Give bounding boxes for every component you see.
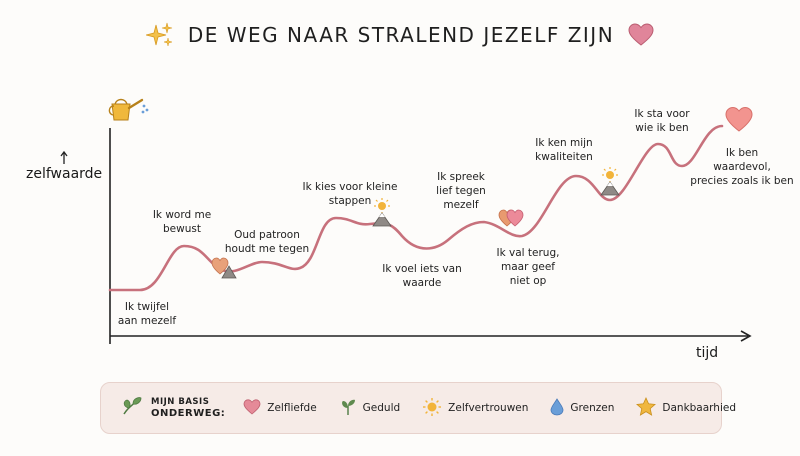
star-icon <box>636 397 657 419</box>
legend-title: MIJN BASIS ONDERWEG: <box>151 397 226 419</box>
heart-icon <box>725 106 753 132</box>
legend-label: Dankbaarhied <box>662 402 737 414</box>
legend-label: Grenzen <box>570 402 615 414</box>
legend-label: Zelfliefde <box>267 402 317 414</box>
milestone-label: Ik twijfel aan mezelf <box>117 301 177 327</box>
milestone-label: Ik sta voor wie ik ben <box>634 108 690 134</box>
milestone-label: Ik voel iets van waarde <box>382 263 462 289</box>
watering-can-icon <box>108 98 149 121</box>
y-axis-label: zelfwaarde <box>26 166 103 182</box>
legend-item-grenzen: Grenzen <box>550 397 615 419</box>
legend-label: Zelfvertrouwen <box>448 402 529 414</box>
sprout-icon <box>121 395 143 421</box>
water-drop-icon <box>550 397 564 419</box>
legend-item-zelfliefde: Zelfliefde <box>243 398 317 418</box>
legend-item-zelfvertrouwen: Zelfvertrouwen <box>422 397 528 420</box>
legend-item-geduld: Geduld <box>339 398 401 419</box>
sun-mountain-icon <box>372 198 392 227</box>
legend-label: Geduld <box>362 402 401 414</box>
page-title: DE WEG NAAR STRALEND JEZELF ZIJN <box>187 23 615 47</box>
heart-icon <box>243 398 261 418</box>
hearts-icon <box>498 209 524 227</box>
heart-icon <box>628 23 654 47</box>
milestone-label: Ik val terug, maar geef niet op <box>496 247 560 287</box>
milestone-label: Ik kies voor kleine stappen <box>302 181 398 207</box>
milestone-label: Ik ben waardevol, precies zoals ik ben <box>690 147 794 187</box>
journey-curve <box>108 124 724 292</box>
legend-panel: MIJN BASIS ONDERWEG: Zelfliefde Geduld <box>100 382 736 434</box>
sun-mountain-icon <box>600 167 620 196</box>
milestone-label: Ik spreek lief tegen mezelf <box>436 171 486 211</box>
milestone-label: Ik word me bewust <box>152 209 212 235</box>
sun-icon <box>422 397 442 420</box>
y-axis-arrow <box>60 150 68 164</box>
milestone-label: Oud patroon houdt me tegen <box>224 229 310 255</box>
title-row: DE WEG NAAR STRALEND JEZELF ZIJN <box>0 22 800 48</box>
x-axis-label: tijd <box>696 345 719 361</box>
heart-mountain-icon <box>211 257 237 279</box>
milestone-label: Ik ken mijn kwaliteiten <box>535 137 593 163</box>
sparkles-icon <box>145 22 174 48</box>
legend-header: MIJN BASIS ONDERWEG: <box>121 395 225 421</box>
sprout-icon <box>339 398 357 419</box>
x-axis-arrow <box>740 330 752 342</box>
legend-item-dankbaarhied: Dankbaarhied <box>636 397 736 419</box>
